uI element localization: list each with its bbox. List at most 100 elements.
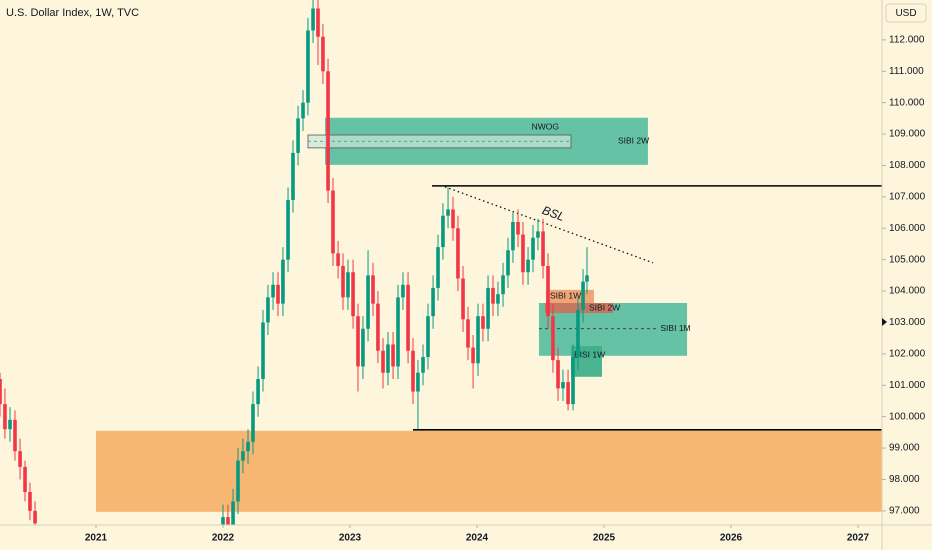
candle-body <box>461 278 465 320</box>
candle-body <box>33 510 37 524</box>
candle-body <box>246 441 250 452</box>
y-tick-label: 112.000 <box>889 35 925 46</box>
currency-badge[interactable] <box>885 3 927 23</box>
price-pointer <box>882 318 887 326</box>
y-tick-label: 99.000 <box>889 443 920 454</box>
candle-body <box>331 190 335 254</box>
candle-body <box>266 297 270 323</box>
candle-body <box>481 316 485 329</box>
candle-body <box>296 118 300 153</box>
candle-body <box>376 303 380 351</box>
candle-body <box>311 8 315 31</box>
candle-body <box>316 8 320 37</box>
zone-label: SIBI 1M <box>660 323 690 333</box>
candle-body <box>381 350 385 373</box>
candle-body <box>346 272 350 298</box>
candle-body <box>28 492 32 511</box>
candle-body <box>486 287 490 329</box>
candle-body <box>426 316 430 358</box>
candle-body <box>18 451 22 467</box>
candle-body <box>286 200 290 260</box>
x-tick-label: 2026 <box>720 533 743 544</box>
candle-body <box>356 316 360 367</box>
candle-body <box>0 378 2 405</box>
candle-body <box>386 344 390 373</box>
y-tick-label: 104.000 <box>889 286 926 297</box>
y-tick-label: 102.000 <box>889 349 926 360</box>
candle-body <box>336 253 340 266</box>
candle-body <box>506 250 510 276</box>
y-tick-label: 101.000 <box>889 380 926 391</box>
candle-body <box>411 350 415 392</box>
candle-body <box>541 231 545 266</box>
candle-body <box>276 284 280 304</box>
y-tick-label: 107.000 <box>889 192 926 203</box>
candle-body <box>471 347 475 364</box>
candle-body <box>531 237 535 260</box>
candle-body <box>241 451 245 461</box>
y-tick-label: 100.000 <box>889 411 926 422</box>
candle-body <box>456 228 460 279</box>
trendline <box>444 186 654 264</box>
y-tick-label: 111.000 <box>889 66 924 77</box>
candle-body <box>546 265 550 317</box>
zone <box>96 430 882 512</box>
y-tick-label: 110.000 <box>889 97 925 108</box>
zone-label: BISI 1W <box>574 349 605 359</box>
candle-body <box>251 404 255 442</box>
candle-body <box>366 275 370 329</box>
candle-body <box>261 322 265 379</box>
candle-body <box>441 215 445 248</box>
candle-body <box>3 404 7 430</box>
candle-body <box>556 360 560 389</box>
candle-body <box>256 378 260 405</box>
candle-body <box>521 234 525 273</box>
candle-body <box>231 501 235 525</box>
candle-body <box>421 357 425 373</box>
candle-body <box>236 460 240 502</box>
axes: 97.000 98.000 99.000 100.000 101.000 102.000 1… <box>85 35 926 544</box>
candle-body <box>516 221 520 235</box>
y-tick-label: 109.000 <box>889 129 926 140</box>
candle-body <box>326 71 330 191</box>
zone-label: SIBI 2W <box>618 136 649 146</box>
currency-label[interactable]: USD <box>895 8 916 19</box>
y-tick-label: 106.000 <box>889 223 926 234</box>
y-tick-label: 108.000 <box>889 160 926 171</box>
candle-body <box>396 297 400 367</box>
candle-body <box>585 275 589 282</box>
candle-body <box>221 517 225 525</box>
candle-body <box>501 275 505 295</box>
candle-body <box>291 152 295 201</box>
x-tick-label: 2027 <box>847 533 870 544</box>
candle-body <box>476 316 480 364</box>
zone <box>570 346 602 377</box>
candle-body <box>466 319 470 348</box>
x-tick-label: 2024 <box>466 533 489 544</box>
candle-body <box>301 102 305 119</box>
candle-body <box>23 466 27 493</box>
candle-body <box>526 259 530 273</box>
candle-body <box>571 357 575 405</box>
candle-body <box>436 247 440 288</box>
candle-body <box>391 344 395 367</box>
candle-body <box>581 281 585 310</box>
candle-body <box>416 372 420 392</box>
zone-label: SIBI 1W <box>550 291 581 301</box>
y-tick-label: 97.000 <box>889 506 920 517</box>
candle-body <box>401 284 405 298</box>
candle-body <box>536 231 540 238</box>
candle-body <box>576 309 580 358</box>
x-tick-label: 2022 <box>212 533 235 544</box>
candle-body <box>446 209 450 216</box>
x-tick-label: 2025 <box>593 533 616 544</box>
candle-body <box>341 265 345 298</box>
candle-body <box>351 272 355 317</box>
candle-body <box>371 275 375 304</box>
y-tick-label: 98.000 <box>889 474 920 485</box>
candle-body <box>13 419 17 452</box>
candle-body <box>566 382 570 405</box>
y-tick-label: 103.000 <box>889 317 926 328</box>
